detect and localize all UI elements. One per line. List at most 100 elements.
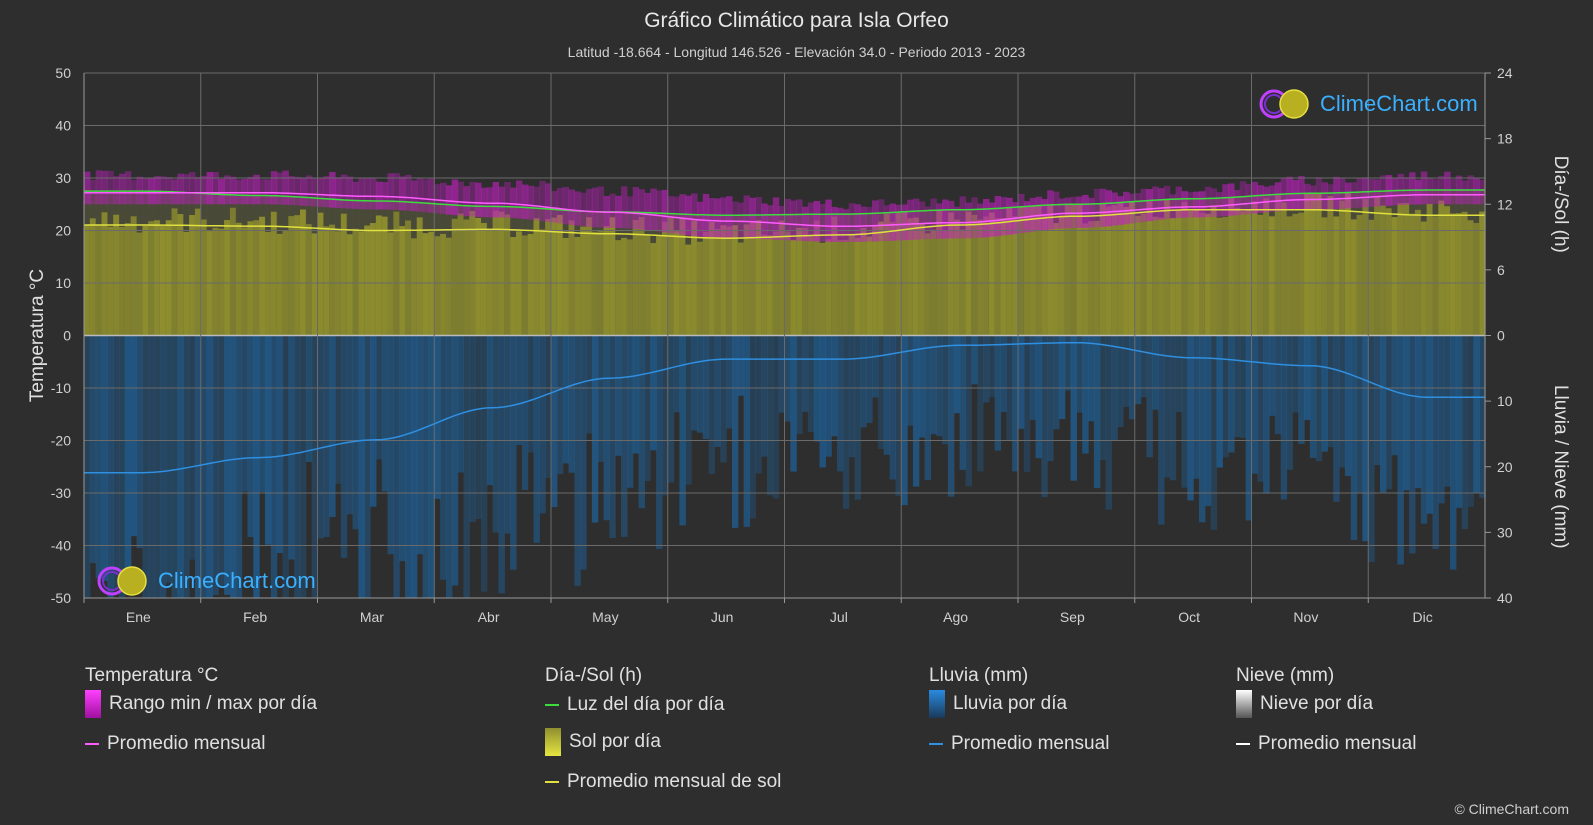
rain-bar — [778, 335, 786, 413]
sun-bar — [1163, 199, 1171, 336]
temp-range-bar — [819, 203, 826, 242]
rain-bar — [1128, 335, 1136, 420]
chart-title: Gráfico Climático para Isla Orfeo — [644, 9, 949, 32]
rain-bar — [154, 335, 161, 598]
rain-bar — [1146, 335, 1153, 458]
temp-range-bar — [1216, 192, 1223, 217]
temp-range-bar — [1251, 181, 1258, 214]
sun-bar — [305, 224, 313, 336]
temp-range-bar — [1391, 178, 1399, 206]
temp-range-bar — [772, 197, 780, 240]
temp-range-bar — [632, 187, 640, 229]
rain-bar — [1385, 335, 1393, 490]
y-tick-label-left: -30 — [51, 485, 71, 501]
sun-bar — [212, 227, 219, 336]
sun-bar — [457, 213, 465, 336]
sun-bar — [1076, 204, 1083, 336]
rain-bar — [679, 335, 686, 526]
sun-bar — [1128, 201, 1136, 336]
sun-bar — [445, 237, 453, 336]
rain-bar — [89, 335, 97, 564]
sun-bar — [562, 237, 570, 336]
sun-bar — [1152, 216, 1159, 336]
temp-range-bar — [1292, 179, 1299, 210]
sun-bar — [218, 228, 225, 336]
temp-range-bar — [294, 176, 301, 206]
rain-bar — [329, 335, 336, 517]
temp-range-bar — [183, 174, 190, 205]
logo-top-right: ClimeChart.com — [1258, 88, 1478, 120]
sun-bar — [504, 214, 511, 336]
sun-bar — [790, 239, 797, 336]
sun-bar — [148, 221, 155, 336]
temp-range-bar — [305, 175, 313, 207]
rain-bar — [1134, 335, 1142, 405]
rain-bar — [755, 335, 762, 474]
temp-range-bar — [95, 170, 103, 205]
sun-bar — [1070, 204, 1077, 336]
sun-bar — [556, 214, 564, 336]
rain-bar — [877, 335, 885, 450]
sun-bar — [901, 212, 908, 336]
temp-range-bar — [399, 176, 406, 211]
rain-bar — [685, 335, 692, 485]
sun-bar — [621, 237, 628, 336]
sun-bar — [656, 236, 663, 336]
temp-range-bar — [405, 174, 412, 211]
temp-range-bar — [224, 175, 231, 205]
rain-bar — [533, 335, 540, 543]
sun-bar — [837, 240, 844, 336]
sun-bar — [130, 216, 138, 336]
x-tick-label: Dic — [1413, 609, 1433, 625]
rain-bar — [1479, 335, 1486, 498]
sun-bar — [1222, 216, 1229, 336]
rain-bar — [1403, 335, 1410, 491]
rain-bar — [434, 335, 441, 499]
sun-bar — [982, 216, 990, 336]
sun-bar — [405, 220, 412, 336]
sun-bar — [317, 212, 324, 336]
sun-bar — [1315, 193, 1323, 336]
rain-bar — [1449, 335, 1457, 570]
temp-range-bar — [1204, 186, 1212, 218]
rain-bar — [796, 335, 803, 435]
rain-bar — [743, 335, 751, 527]
rain-bar — [854, 335, 861, 500]
temp-range-bar — [813, 200, 821, 242]
sun-bar — [1374, 196, 1381, 336]
temp-range-bar — [539, 180, 546, 222]
rain-bar — [1362, 335, 1369, 542]
rain-bar — [469, 335, 476, 522]
rain-bar — [1473, 335, 1480, 493]
rain-bar — [84, 335, 91, 598]
temp-range-bar — [667, 196, 675, 234]
temp-range-bar — [936, 203, 943, 239]
copyright: © ClimeChart.com — [1454, 801, 1569, 817]
rain-bar — [1198, 335, 1206, 523]
y-tick-label-right-sun: 0 — [1497, 328, 1505, 344]
sun-bar — [644, 234, 651, 336]
rain-bar — [802, 335, 809, 412]
y-tick-label-right-rain: 20 — [1497, 459, 1513, 475]
rain-bar — [1000, 335, 1007, 413]
temp-range-bar — [124, 171, 132, 205]
rain-bar — [842, 335, 850, 509]
sun-bar — [883, 213, 891, 336]
sun-bar — [276, 233, 284, 336]
rain-bar — [1420, 335, 1428, 524]
sun-bar — [270, 211, 278, 336]
rain-bar — [189, 335, 196, 560]
rain-bar — [1292, 335, 1299, 413]
rain-bar — [1461, 335, 1469, 530]
rain-bar — [1251, 335, 1258, 474]
rain-bar — [918, 335, 926, 438]
temp-range-bar — [1479, 179, 1486, 205]
temp-range-bar — [165, 177, 173, 205]
rain-bar — [253, 335, 260, 598]
temp-range-bar — [621, 186, 628, 229]
temp-range-bar — [994, 196, 1002, 237]
rain-bar — [346, 335, 354, 515]
temp-range-bar — [743, 195, 751, 239]
sun-bar — [696, 241, 704, 336]
rain-bar — [656, 335, 663, 550]
